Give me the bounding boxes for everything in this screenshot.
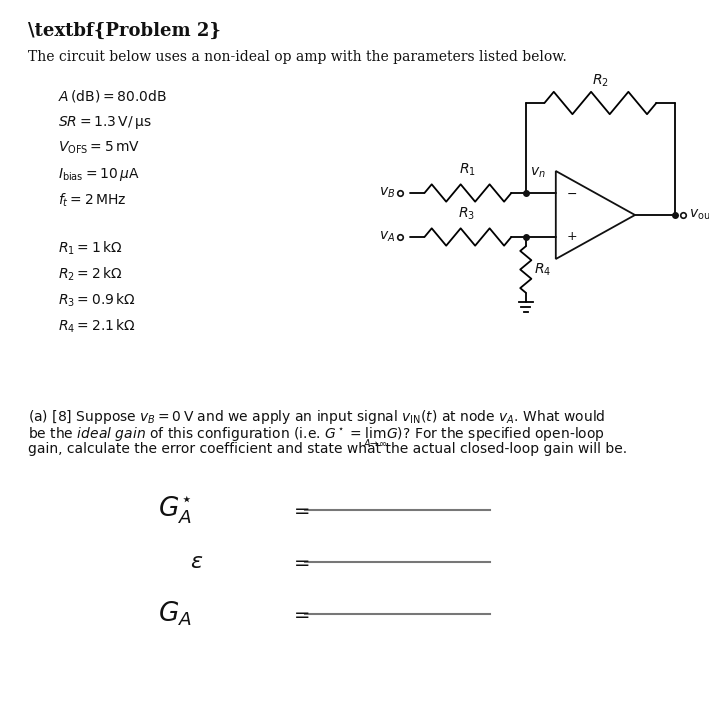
Text: $f_t = 2\,\mathrm{MHz}$: $f_t = 2\,\mathrm{MHz}$ [58,192,126,210]
Text: be the $\mathit{ideal\ gain}$ of this configuration (i.e. $G^\star = \lim_{A\to\: be the $\mathit{ideal\ gain}$ of this co… [28,425,605,450]
Text: The circuit below uses a non-ideal op amp with the parameters listed below.: The circuit below uses a non-ideal op am… [28,50,566,64]
Text: $R_4$: $R_4$ [534,261,551,277]
Text: $R_4 = 2.1\,\mathrm{k\Omega}$: $R_4 = 2.1\,\mathrm{k\Omega}$ [58,318,135,335]
Text: $R_2 = 2\,\mathrm{k\Omega}$: $R_2 = 2\,\mathrm{k\Omega}$ [58,266,123,283]
Text: $v_{\rm out}$: $v_{\rm out}$ [689,208,709,222]
Text: $R_3 = 0.9\,\mathrm{k\Omega}$: $R_3 = 0.9\,\mathrm{k\Omega}$ [58,292,135,309]
Text: gain, calculate the error coefficient and state what the actual closed-loop gain: gain, calculate the error coefficient an… [28,442,627,456]
Text: $=$: $=$ [290,553,310,571]
Text: $-$: $-$ [566,186,577,200]
Text: $v_n$: $v_n$ [530,166,545,180]
Text: $A\,(\mathrm{dB}) = 80.0\mathrm{dB}$: $A\,(\mathrm{dB}) = 80.0\mathrm{dB}$ [58,88,167,104]
Text: (a) [8] Suppose $v_B = 0\,\mathrm{V}$ and we apply an input signal $v_{\mathrm{I: (a) [8] Suppose $v_B = 0\,\mathrm{V}$ an… [28,408,605,426]
Text: $R_3$: $R_3$ [459,205,476,222]
Text: $I_{\mathrm{bias}} = 10\,\mu\mathrm{A}$: $I_{\mathrm{bias}} = 10\,\mu\mathrm{A}$ [58,166,140,183]
Text: $R_1$: $R_1$ [459,162,476,178]
Text: $G_{A}$: $G_{A}$ [158,600,192,628]
Text: $SR = 1.3\,\mathrm{V/\,\mu s}$: $SR = 1.3\,\mathrm{V/\,\mu s}$ [58,114,152,131]
Text: $R_2$: $R_2$ [592,73,609,89]
Text: $R_1 = 1\,\mathrm{k\Omega}$: $R_1 = 1\,\mathrm{k\Omega}$ [58,240,123,258]
Text: $+$: $+$ [566,230,577,244]
Text: $\epsilon$: $\epsilon$ [190,552,203,572]
Text: $V_{\mathrm{OFS}} = 5\,\mathrm{mV}$: $V_{\mathrm{OFS}} = 5\,\mathrm{mV}$ [58,140,140,157]
Text: $v_A$: $v_A$ [379,229,395,244]
Text: $=$: $=$ [290,604,310,623]
Text: $G^{\star}_{A}$: $G^{\star}_{A}$ [158,494,192,526]
Text: \textbf{Problem 2}: \textbf{Problem 2} [28,22,221,40]
Text: $v_B$: $v_B$ [379,186,395,201]
Text: $=$: $=$ [290,501,310,520]
